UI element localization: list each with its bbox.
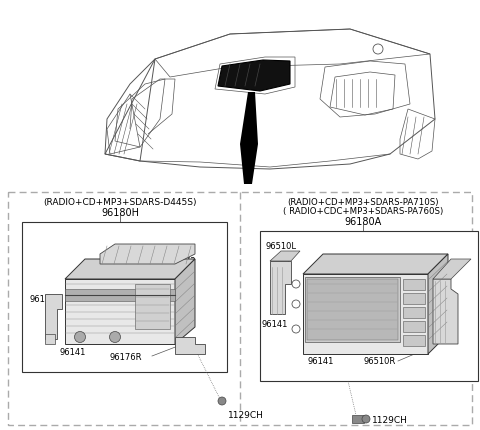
Text: 1129CH: 1129CH: [372, 415, 408, 424]
Polygon shape: [218, 61, 290, 92]
Polygon shape: [175, 337, 205, 354]
Bar: [305, 277, 400, 342]
Circle shape: [292, 300, 300, 308]
Bar: [352, 415, 364, 423]
Bar: [403, 321, 425, 332]
Polygon shape: [45, 334, 55, 344]
Polygon shape: [65, 259, 195, 280]
Text: 96175D: 96175D: [418, 273, 451, 282]
Text: 96141: 96141: [308, 356, 335, 366]
Text: 96510R: 96510R: [363, 356, 395, 366]
Text: 96176L: 96176L: [30, 295, 61, 304]
Polygon shape: [175, 259, 195, 344]
Polygon shape: [433, 280, 458, 344]
Polygon shape: [270, 252, 300, 261]
Circle shape: [362, 415, 370, 423]
Polygon shape: [65, 280, 175, 344]
Circle shape: [109, 332, 120, 343]
Polygon shape: [240, 93, 258, 184]
Text: 96145C: 96145C: [418, 263, 450, 272]
Bar: [403, 335, 425, 346]
Text: 1129CH: 1129CH: [228, 411, 264, 420]
Circle shape: [74, 332, 85, 343]
Bar: [65, 289, 175, 301]
Polygon shape: [428, 255, 448, 354]
Bar: [403, 280, 425, 290]
Bar: [403, 293, 425, 304]
Text: 96372: 96372: [170, 257, 197, 266]
Text: 96180A: 96180A: [344, 216, 382, 227]
Text: 96180H: 96180H: [101, 208, 139, 218]
Bar: [307, 280, 398, 340]
Bar: [8, 193, 472, 425]
Bar: [135, 284, 170, 329]
Polygon shape: [45, 294, 62, 339]
Polygon shape: [433, 259, 471, 280]
Text: ( RADIO+CDC+MP3+SDARS-PA760S): ( RADIO+CDC+MP3+SDARS-PA760S): [283, 206, 443, 215]
Polygon shape: [270, 261, 291, 314]
Circle shape: [218, 397, 226, 405]
Text: (RADIO+CD+MP3+SDARS-D445S): (RADIO+CD+MP3+SDARS-D445S): [43, 197, 197, 206]
Text: 96176R: 96176R: [110, 353, 143, 362]
Text: 96141: 96141: [262, 320, 288, 329]
Polygon shape: [100, 244, 195, 264]
Text: 96510L: 96510L: [266, 242, 297, 251]
Text: 96141: 96141: [60, 348, 86, 356]
Polygon shape: [303, 274, 428, 354]
Circle shape: [292, 280, 300, 289]
Bar: [403, 307, 425, 318]
Bar: [22, 222, 227, 372]
Polygon shape: [303, 255, 448, 274]
Text: (RADIO+CD+MP3+SDARS-PA710S): (RADIO+CD+MP3+SDARS-PA710S): [287, 197, 439, 206]
Circle shape: [292, 325, 300, 333]
Bar: [260, 231, 478, 381]
